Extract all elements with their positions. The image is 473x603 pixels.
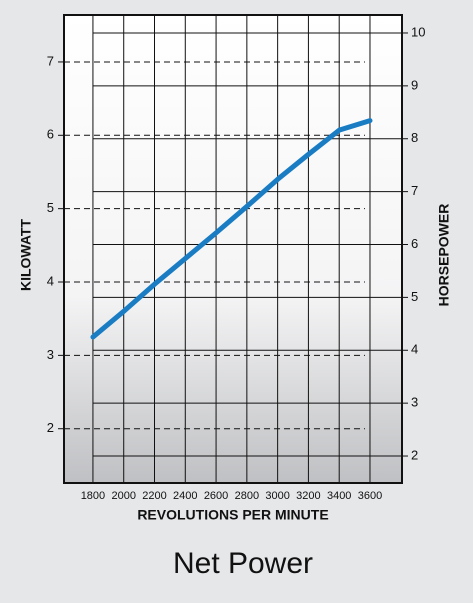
marks	[90, 118, 373, 340]
x-tick-label: 2200	[142, 490, 166, 502]
x-tick-label: 2600	[204, 490, 228, 502]
y2-tick-label: 3	[411, 395, 418, 410]
x-tick-label: 1800	[81, 490, 105, 502]
y2-tick-label: 7	[411, 183, 418, 198]
y-tick-label: 5	[47, 200, 54, 215]
grid	[64, 15, 402, 483]
y-tick-label: 7	[47, 53, 54, 68]
x-tick-label: 2800	[235, 490, 259, 502]
x-tick-label: 3200	[296, 490, 320, 502]
y2-tick-label: 5	[411, 289, 418, 304]
y2-axis-title: HORSEPOWER	[436, 204, 452, 307]
plot-frame	[63, 14, 403, 484]
y-axis-title: KILOWATT	[18, 219, 34, 292]
x-tick-label: 3000	[265, 490, 289, 502]
y2-tick-label: 10	[411, 24, 425, 39]
y-tick-label: 3	[47, 347, 54, 362]
x-tick-label: 3600	[358, 490, 382, 502]
x-axis-title: REVOLUTIONS PER MINUTE	[137, 507, 328, 523]
y-tick-label: 4	[47, 273, 54, 288]
data-line	[90, 118, 373, 340]
x-tick-label: 2000	[111, 490, 135, 502]
plot-area	[64, 15, 402, 483]
x-tick-label: 3400	[327, 490, 351, 502]
y-tick-label: 6	[47, 127, 54, 142]
y2-tick-label: 6	[411, 236, 418, 251]
y-tick-label: 2	[47, 420, 54, 435]
y2-tick-label: 2	[411, 447, 418, 462]
y2-tick-label: 9	[411, 77, 418, 92]
chart-title: Net Power	[173, 547, 313, 580]
y2-tick-label: 8	[411, 130, 418, 145]
y2-tick-label: 4	[411, 342, 418, 357]
x-tick-label: 2400	[173, 490, 197, 502]
